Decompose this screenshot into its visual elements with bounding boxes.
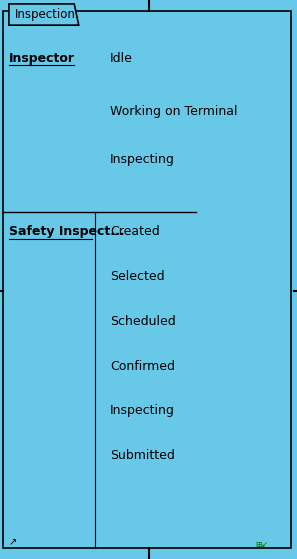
Text: Inspecting: Inspecting	[110, 153, 175, 166]
Text: Inspecting: Inspecting	[110, 404, 175, 418]
Text: Working on Terminal: Working on Terminal	[110, 105, 237, 119]
Text: Inspector: Inspector	[9, 52, 75, 65]
Text: Safety Inspect...: Safety Inspect...	[9, 225, 124, 239]
Text: Confirmed: Confirmed	[110, 359, 175, 373]
Text: Inspection: Inspection	[15, 8, 76, 21]
Text: Idle: Idle	[110, 52, 133, 65]
Text: ⊞↙: ⊞↙	[255, 539, 268, 549]
Text: ↗: ↗	[9, 537, 17, 547]
Text: Selected: Selected	[110, 270, 165, 283]
FancyBboxPatch shape	[3, 11, 291, 548]
Text: Created: Created	[110, 225, 160, 239]
Polygon shape	[9, 4, 79, 25]
Text: Submitted: Submitted	[110, 449, 175, 462]
Text: Scheduled: Scheduled	[110, 315, 176, 328]
